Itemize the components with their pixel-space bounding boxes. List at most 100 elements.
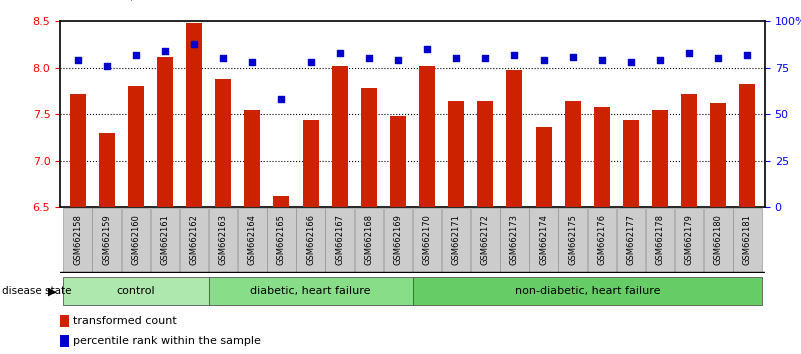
FancyBboxPatch shape — [209, 208, 237, 272]
Bar — [70, 94, 86, 207]
FancyBboxPatch shape — [268, 208, 296, 272]
Point — [100, 63, 113, 69]
Point — [246, 59, 259, 65]
Point — [304, 59, 317, 65]
Text: GSM662180: GSM662180 — [714, 215, 723, 265]
Point — [217, 56, 230, 61]
Text: GSM662173: GSM662173 — [510, 214, 519, 266]
FancyBboxPatch shape — [151, 208, 179, 272]
Bar — [594, 107, 610, 207]
FancyBboxPatch shape — [704, 208, 733, 272]
FancyBboxPatch shape — [646, 208, 674, 272]
FancyBboxPatch shape — [617, 208, 646, 272]
Bar — [536, 127, 552, 207]
Bar — [244, 110, 260, 207]
Text: GSM662164: GSM662164 — [248, 215, 257, 265]
Text: GDS4314 / 8091432: GDS4314 / 8091432 — [68, 0, 195, 2]
Text: GSM662174: GSM662174 — [539, 215, 548, 265]
Text: GSM662171: GSM662171 — [452, 215, 461, 265]
Point — [450, 56, 463, 61]
Bar — [99, 133, 115, 207]
Bar — [273, 196, 289, 207]
Text: GSM662181: GSM662181 — [743, 215, 752, 265]
Text: GSM662176: GSM662176 — [598, 214, 606, 266]
FancyBboxPatch shape — [442, 208, 470, 272]
FancyBboxPatch shape — [296, 208, 325, 272]
FancyBboxPatch shape — [413, 277, 762, 305]
Bar — [390, 116, 406, 207]
Text: GSM662168: GSM662168 — [364, 214, 373, 266]
Point — [712, 56, 725, 61]
Text: GSM662178: GSM662178 — [655, 214, 665, 266]
Bar — [506, 70, 522, 207]
Text: GSM662177: GSM662177 — [626, 214, 635, 266]
FancyBboxPatch shape — [179, 208, 208, 272]
Text: GSM662172: GSM662172 — [481, 215, 490, 265]
Text: GSM662163: GSM662163 — [219, 214, 227, 266]
Text: transformed count: transformed count — [74, 316, 177, 326]
Bar — [623, 120, 639, 207]
Point — [159, 48, 171, 54]
Text: control: control — [116, 286, 155, 296]
Point — [479, 56, 492, 61]
Text: percentile rank within the sample: percentile rank within the sample — [74, 336, 261, 346]
Text: ▶: ▶ — [47, 286, 56, 296]
Bar — [186, 23, 202, 207]
Bar — [565, 101, 581, 207]
Text: GSM662166: GSM662166 — [306, 214, 315, 266]
Text: GSM662169: GSM662169 — [393, 215, 402, 265]
FancyBboxPatch shape — [238, 208, 267, 272]
Point — [392, 57, 405, 63]
FancyBboxPatch shape — [675, 208, 703, 272]
Point — [333, 50, 346, 56]
FancyBboxPatch shape — [63, 277, 208, 305]
Bar — [215, 79, 231, 207]
Point — [682, 50, 695, 56]
FancyBboxPatch shape — [733, 208, 762, 272]
Point — [130, 52, 143, 57]
FancyBboxPatch shape — [325, 208, 354, 272]
Text: disease state: disease state — [2, 286, 71, 296]
Bar — [157, 57, 173, 207]
Bar — [419, 66, 435, 207]
Bar — [449, 101, 465, 207]
FancyBboxPatch shape — [500, 208, 529, 272]
FancyBboxPatch shape — [471, 208, 500, 272]
Text: GSM662161: GSM662161 — [160, 215, 170, 265]
FancyBboxPatch shape — [588, 208, 616, 272]
Text: GSM662158: GSM662158 — [73, 215, 82, 265]
FancyBboxPatch shape — [63, 208, 92, 272]
Bar — [332, 66, 348, 207]
Text: GSM662175: GSM662175 — [568, 215, 578, 265]
Bar — [60, 335, 69, 347]
Point — [508, 52, 521, 57]
Text: GSM662162: GSM662162 — [190, 215, 199, 265]
Point — [595, 57, 608, 63]
Point — [537, 57, 550, 63]
Point — [71, 57, 84, 63]
Text: GSM662179: GSM662179 — [685, 215, 694, 265]
Point — [566, 54, 579, 59]
Point — [741, 52, 754, 57]
Point — [625, 59, 638, 65]
Text: GSM662167: GSM662167 — [335, 214, 344, 266]
FancyBboxPatch shape — [413, 208, 441, 272]
Point — [654, 57, 666, 63]
FancyBboxPatch shape — [122, 208, 150, 272]
Bar — [477, 101, 493, 207]
Bar — [710, 103, 727, 207]
Bar — [303, 120, 319, 207]
Text: GSM662159: GSM662159 — [103, 215, 111, 265]
Text: GSM662160: GSM662160 — [131, 215, 140, 265]
Bar — [60, 315, 69, 327]
Bar — [360, 88, 376, 207]
Text: GSM662170: GSM662170 — [423, 215, 432, 265]
Text: GSM662165: GSM662165 — [277, 215, 286, 265]
Point — [275, 97, 288, 102]
FancyBboxPatch shape — [558, 208, 587, 272]
FancyBboxPatch shape — [92, 208, 121, 272]
FancyBboxPatch shape — [208, 277, 413, 305]
FancyBboxPatch shape — [355, 208, 383, 272]
FancyBboxPatch shape — [529, 208, 557, 272]
Point — [362, 56, 375, 61]
